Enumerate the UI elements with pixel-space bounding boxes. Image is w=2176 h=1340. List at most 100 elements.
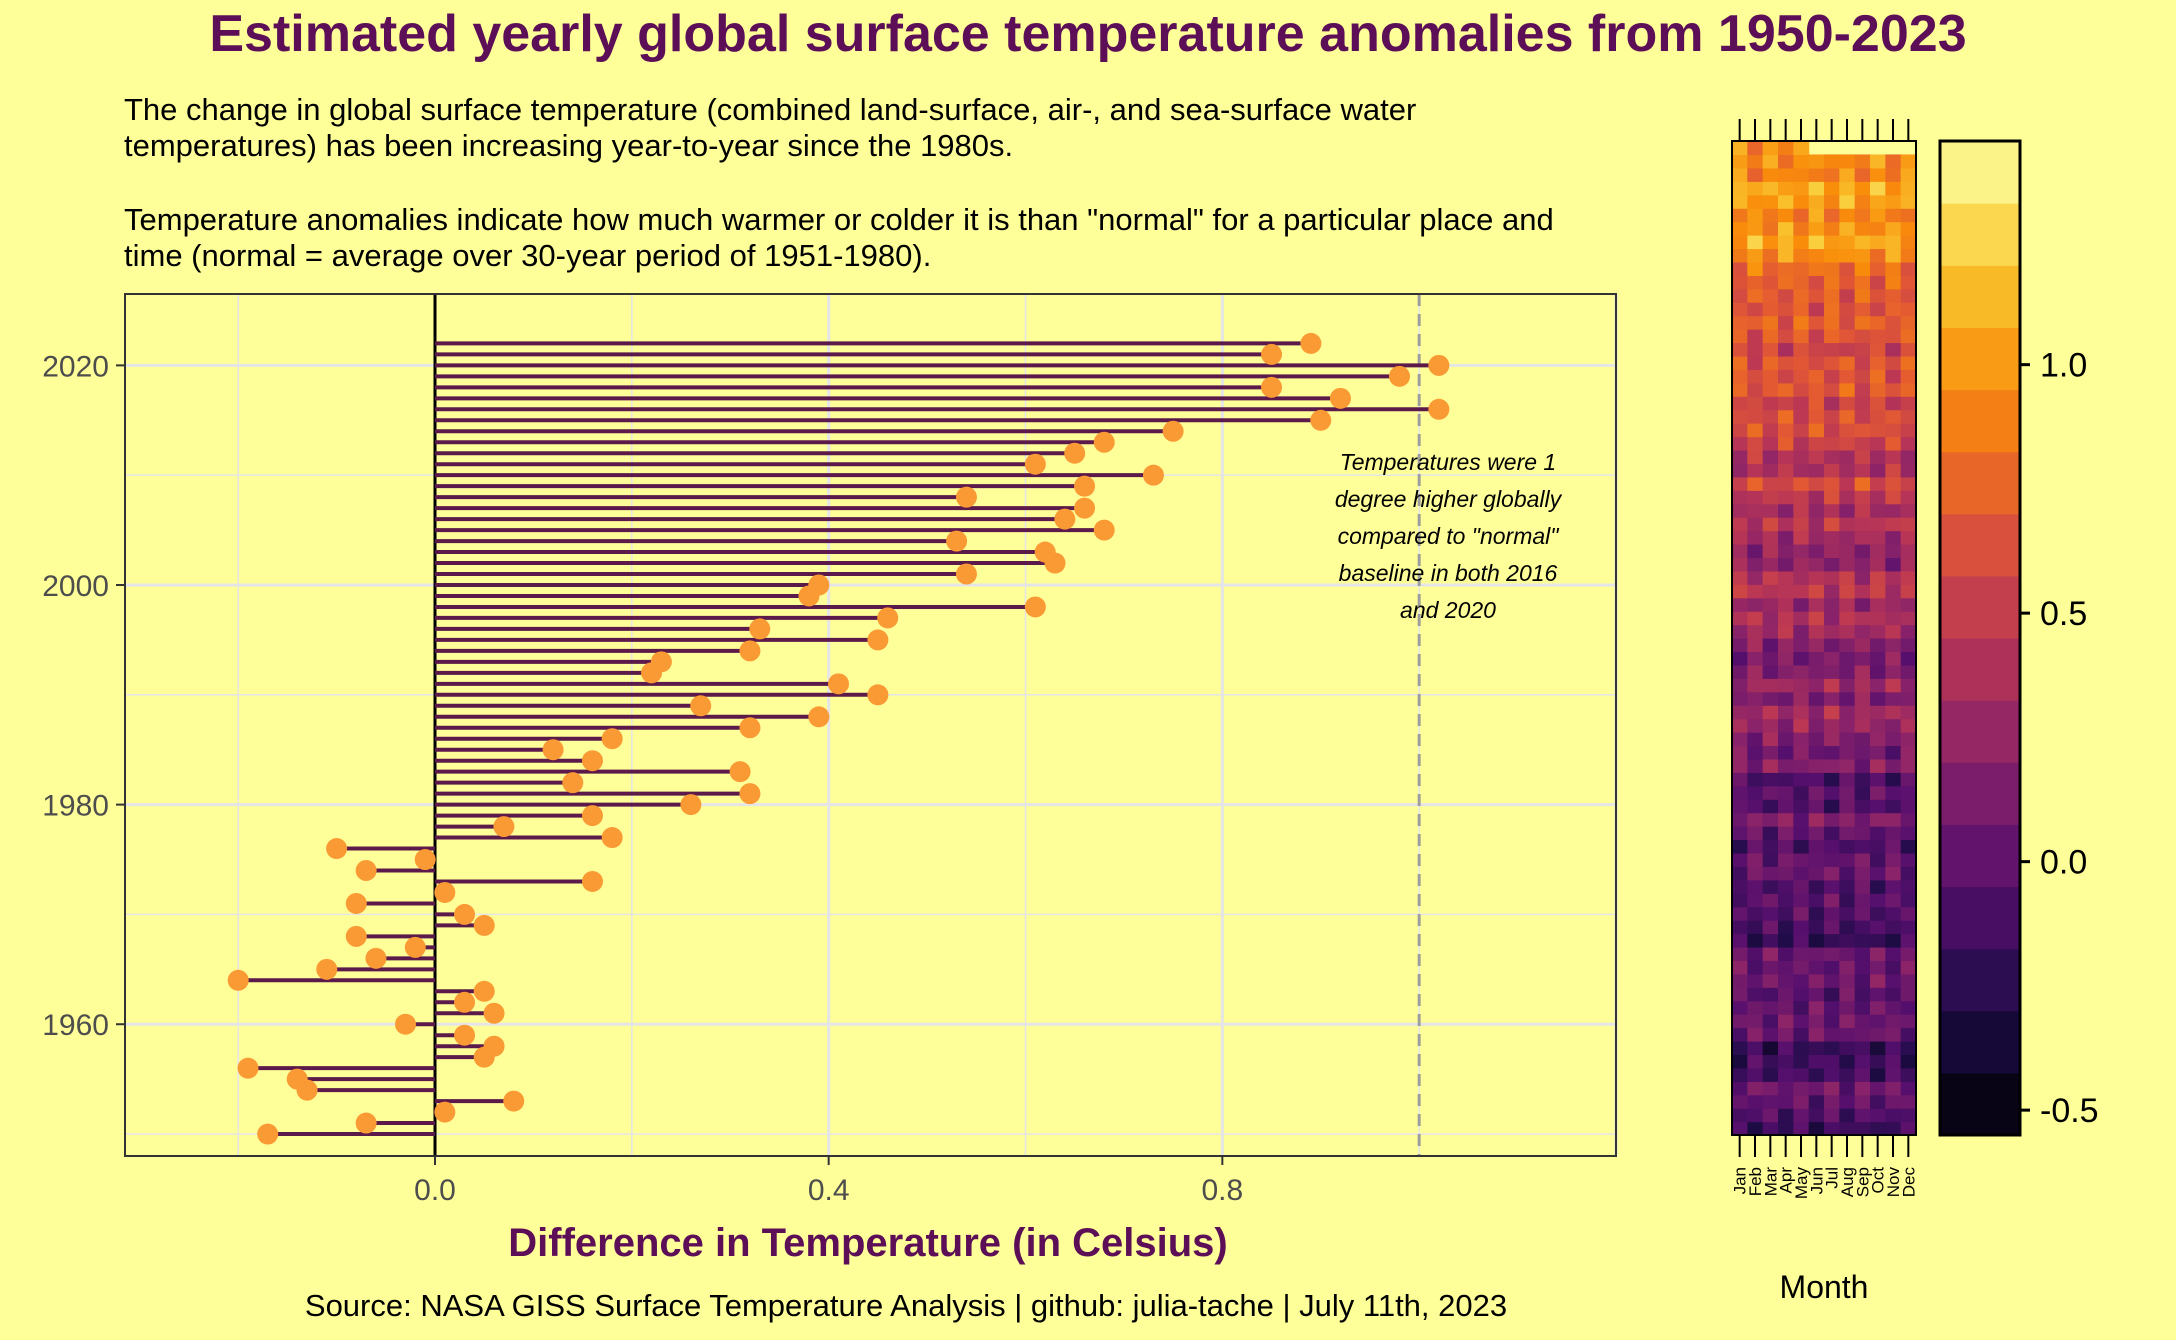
point-1990 xyxy=(867,684,889,706)
heat-cell xyxy=(1900,718,1917,733)
heat-cell xyxy=(1870,1121,1886,1136)
heat-cell xyxy=(1762,355,1779,370)
heat-cell xyxy=(1778,557,1794,572)
heat-cell xyxy=(1732,1081,1748,1096)
heat-cell xyxy=(1824,1108,1840,1123)
heat-cell xyxy=(1854,651,1871,666)
heat-cell xyxy=(1839,503,1856,518)
heat-cell xyxy=(1824,1121,1840,1136)
heat-cell xyxy=(1762,436,1779,451)
heat-cell xyxy=(1762,463,1779,478)
heat-cell xyxy=(1762,1040,1779,1056)
heat-cell xyxy=(1854,503,1871,518)
heat-cell xyxy=(1885,906,1902,921)
heat-cell xyxy=(1808,570,1825,585)
heat-cell xyxy=(1747,611,1764,626)
heat-cell xyxy=(1732,718,1748,733)
heat-cell xyxy=(1824,423,1840,438)
heat-cell xyxy=(1732,812,1748,827)
heat-cell xyxy=(1793,369,1810,384)
heat-cell xyxy=(1854,329,1871,344)
heat-cell xyxy=(1854,235,1871,250)
heat-cell xyxy=(1885,745,1902,760)
heat-cell xyxy=(1793,315,1810,330)
heat-cell xyxy=(1793,946,1810,961)
point-2022 xyxy=(1300,332,1322,354)
heat-cell xyxy=(1885,423,1902,438)
heat-cell xyxy=(1778,624,1794,639)
heat-cell xyxy=(1762,194,1779,209)
heat-cell xyxy=(1778,638,1794,653)
heat-cell xyxy=(1762,369,1779,384)
heat-cell xyxy=(1778,490,1794,505)
heat-cell xyxy=(1824,288,1840,303)
heat-cell xyxy=(1824,463,1840,478)
heat-cell xyxy=(1870,543,1886,559)
heat-cell xyxy=(1900,664,1917,679)
heat-cell xyxy=(1870,973,1886,988)
heat-cell xyxy=(1778,987,1794,1002)
heat-cell xyxy=(1808,302,1825,317)
heat-cell xyxy=(1854,517,1871,532)
heat-cell xyxy=(1900,1027,1917,1042)
heat-cell xyxy=(1854,1000,1871,1015)
heat-cell xyxy=(1778,866,1794,881)
heat-cell xyxy=(1778,503,1794,518)
heat-cell xyxy=(1732,866,1748,881)
heat-cell xyxy=(1870,517,1886,532)
heat-cell xyxy=(1870,852,1886,867)
heat-cell xyxy=(1885,1014,1902,1029)
heat-cell xyxy=(1900,490,1917,505)
heat-cell xyxy=(1732,973,1748,988)
point-1991 xyxy=(828,673,850,695)
heat-cell xyxy=(1808,261,1825,276)
heat-cell xyxy=(1762,221,1779,236)
heat-cell xyxy=(1762,503,1779,518)
heat-cell xyxy=(1808,436,1825,451)
heat-cell xyxy=(1747,1040,1764,1056)
heat-cell xyxy=(1885,987,1902,1002)
heat-cell xyxy=(1839,490,1856,505)
heat-cell xyxy=(1900,597,1917,612)
heat-cell xyxy=(1808,235,1825,250)
heat-cell xyxy=(1762,557,1779,572)
heat-cell xyxy=(1900,1067,1917,1082)
point-1961 xyxy=(483,1002,505,1024)
heat-cell xyxy=(1732,732,1748,747)
heat-cell xyxy=(1793,288,1810,303)
heat-cell xyxy=(1900,463,1917,478)
heat-cell xyxy=(1762,933,1779,948)
heat-cell xyxy=(1762,261,1779,276)
point-1982 xyxy=(562,772,584,794)
heat-cell xyxy=(1793,852,1810,867)
heat-cell xyxy=(1870,288,1886,303)
heat-cell xyxy=(1793,1014,1810,1029)
heat-cell xyxy=(1885,1108,1902,1123)
point-1985 xyxy=(542,739,564,761)
heat-cell xyxy=(1747,987,1764,1002)
heat-cell xyxy=(1778,705,1794,720)
heat-cell xyxy=(1808,1108,1825,1123)
heat-cell xyxy=(1732,570,1748,585)
heat-cell xyxy=(1854,1040,1871,1056)
heat-cell xyxy=(1762,879,1779,894)
heat-cell xyxy=(1808,1014,1825,1029)
heat-cell xyxy=(1778,678,1794,693)
heat-cell xyxy=(1793,584,1810,599)
heat-cell xyxy=(1793,154,1810,169)
heat-cell xyxy=(1885,261,1902,276)
heat-cell xyxy=(1732,745,1748,760)
heat-cell xyxy=(1824,785,1840,800)
heat-cell xyxy=(1793,732,1810,747)
point-2016 xyxy=(1428,398,1450,420)
heat-cell xyxy=(1854,906,1871,921)
heat-cell xyxy=(1839,839,1856,854)
heat-cell xyxy=(1824,543,1840,559)
heat-cell xyxy=(1854,597,1871,612)
heat-cell xyxy=(1778,235,1794,250)
heat-cell xyxy=(1762,799,1779,814)
month-label: Apr xyxy=(1777,1167,1796,1194)
heat-cell xyxy=(1747,933,1764,948)
heat-cell xyxy=(1732,879,1748,894)
